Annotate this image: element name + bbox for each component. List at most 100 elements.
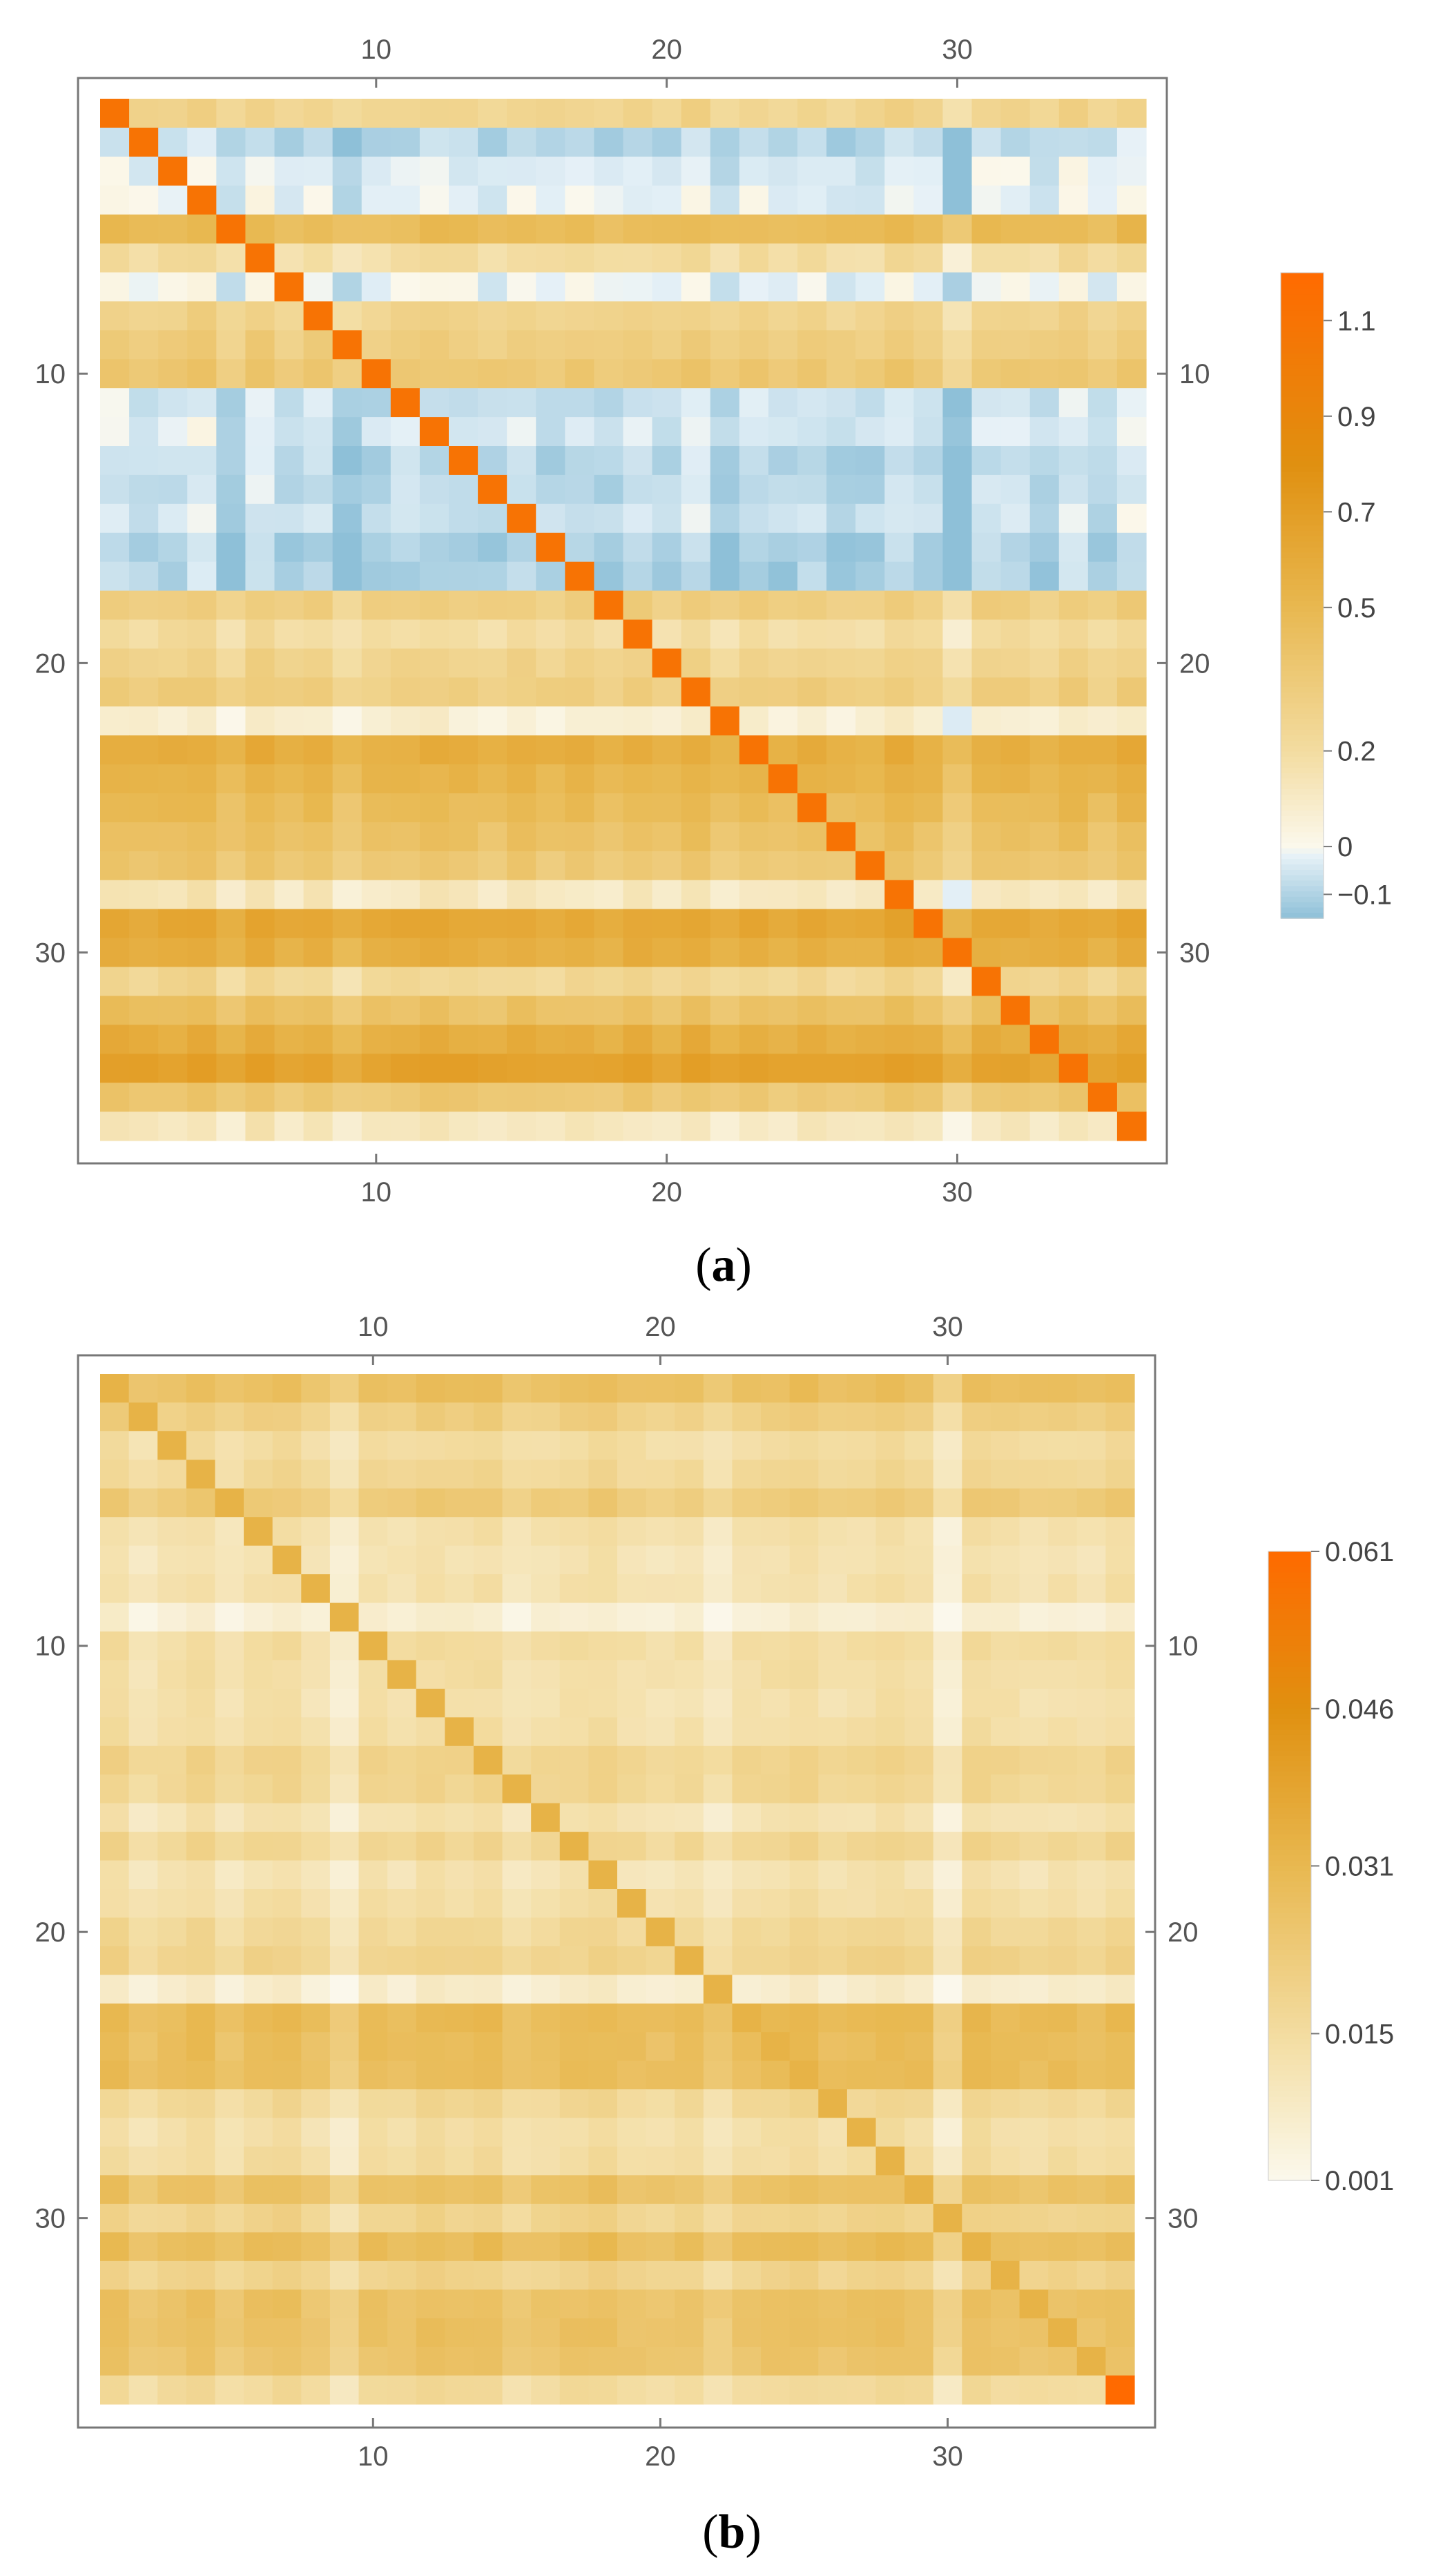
heatmap-cell xyxy=(390,648,420,678)
heatmap-cell xyxy=(710,474,740,505)
heatmap-cell xyxy=(681,706,711,736)
heatmap-cell xyxy=(1000,156,1031,186)
heatmap-cell xyxy=(1105,2347,1135,2376)
heatmap-cell xyxy=(962,2147,991,2176)
heatmap-cell xyxy=(272,1717,302,1747)
heatmap-cell xyxy=(419,706,449,736)
heatmap-cell xyxy=(559,1631,589,1661)
heatmap-cell xyxy=(416,2260,445,2290)
heatmap-cell xyxy=(588,1860,618,1890)
heatmap-cell xyxy=(1058,996,1089,1025)
colorbar-gradient-step xyxy=(1268,1934,1311,1940)
heatmap-cell xyxy=(710,1083,740,1112)
heatmap-cell xyxy=(1000,851,1031,881)
heatmap-cell xyxy=(565,359,595,389)
heatmap-cell xyxy=(565,1112,595,1141)
heatmap-cell xyxy=(187,677,217,707)
heatmap-cell xyxy=(416,1631,445,1661)
heatmap-cell xyxy=(245,330,275,360)
heatmap-cell xyxy=(789,2147,819,2176)
heatmap-cell xyxy=(186,2289,216,2319)
heatmap-cell xyxy=(100,127,130,157)
heatmap-cell xyxy=(675,2232,704,2262)
heatmap-cell xyxy=(502,1745,532,1775)
heatmap-cell xyxy=(1116,996,1147,1025)
heatmap-cell xyxy=(158,185,188,215)
heatmap-cell xyxy=(1105,1975,1135,2004)
heatmap-cell xyxy=(361,590,391,621)
heatmap-cell xyxy=(652,156,682,186)
heatmap-cell xyxy=(449,764,478,794)
colorbar-gradient-step xyxy=(1281,579,1324,585)
heatmap-cell xyxy=(507,822,536,852)
heatmap-cell xyxy=(1000,417,1031,447)
heatmap-cell xyxy=(507,156,536,186)
heatmap-cell xyxy=(559,2232,589,2262)
heatmap-cell xyxy=(846,1745,877,1775)
heatmap-cell xyxy=(675,2289,704,2319)
heatmap-cell xyxy=(990,1545,1020,1575)
heatmap-cell xyxy=(855,590,885,621)
heatmap-cell xyxy=(301,1602,331,1632)
heatmap-cell xyxy=(129,996,159,1025)
heatmap-cell xyxy=(761,2060,791,2090)
heatmap-cell xyxy=(274,938,304,968)
heatmap-cell xyxy=(531,1832,561,1861)
heatmap-cell xyxy=(623,648,653,678)
heatmap-cell xyxy=(187,503,217,534)
heatmap-cell xyxy=(129,967,159,997)
heatmap-cell xyxy=(942,532,973,563)
heatmap-cell xyxy=(332,967,362,997)
heatmap-cell xyxy=(301,2232,331,2262)
heatmap-cell xyxy=(739,272,769,302)
heatmap-cell xyxy=(387,1574,417,1604)
heatmap-cell xyxy=(565,793,595,823)
heatmap-cell xyxy=(387,2318,417,2347)
heatmap-cell xyxy=(244,1717,273,1747)
heatmap-cell xyxy=(559,1717,589,1747)
heatmap-cell xyxy=(1000,474,1031,505)
heatmap-cell xyxy=(818,1402,848,1432)
heatmap-cell xyxy=(536,735,565,765)
heatmap-cell xyxy=(157,1488,187,1518)
heatmap-cell xyxy=(768,1054,798,1083)
heatmap-cell xyxy=(187,590,217,621)
heatmap-cell xyxy=(761,1774,791,1804)
heatmap-cell xyxy=(1029,532,1060,563)
heatmap-cell xyxy=(361,1112,391,1141)
heatmap-cell xyxy=(761,1975,791,2004)
heatmap-cell xyxy=(559,2003,589,2033)
heatmap-cell xyxy=(449,996,478,1025)
heatmap-cell xyxy=(1105,1574,1135,1604)
heatmap-cell xyxy=(531,1660,561,1689)
heatmap-cell xyxy=(797,793,827,823)
heatmap-cell xyxy=(588,2289,618,2319)
heatmap-cell xyxy=(761,2375,791,2405)
heatmap-cell xyxy=(617,2289,647,2319)
heatmap-cell xyxy=(681,156,711,186)
heatmap-cell xyxy=(1087,127,1118,157)
colorbar-gradient-step xyxy=(1268,1829,1311,1835)
heatmap-cell xyxy=(536,272,565,302)
heatmap-cell xyxy=(332,764,362,794)
heatmap-cell xyxy=(594,532,624,563)
heatmap-cell xyxy=(565,99,595,128)
heatmap-cell xyxy=(588,1631,618,1661)
heatmap-cell xyxy=(732,2203,762,2233)
heatmap-cell xyxy=(904,1803,934,1832)
heatmap-cell xyxy=(274,822,304,852)
heatmap-cell xyxy=(646,2347,675,2376)
heatmap-cell xyxy=(588,1374,618,1404)
heatmap-cell xyxy=(100,590,130,621)
heatmap-cell xyxy=(942,1054,973,1083)
heatmap-cell xyxy=(100,909,130,939)
heatmap-cell xyxy=(646,1431,675,1460)
heatmap-cell xyxy=(1076,2203,1106,2233)
heatmap-cell xyxy=(818,2089,848,2119)
heatmap-cell xyxy=(215,1803,244,1832)
heatmap-cell xyxy=(990,1574,1020,1604)
heatmap-cell xyxy=(1029,677,1060,707)
heatmap-cell xyxy=(588,1488,618,1518)
heatmap-cell xyxy=(502,2260,532,2290)
